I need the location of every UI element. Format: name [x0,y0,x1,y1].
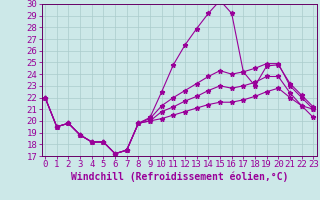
X-axis label: Windchill (Refroidissement éolien,°C): Windchill (Refroidissement éolien,°C) [70,172,288,182]
